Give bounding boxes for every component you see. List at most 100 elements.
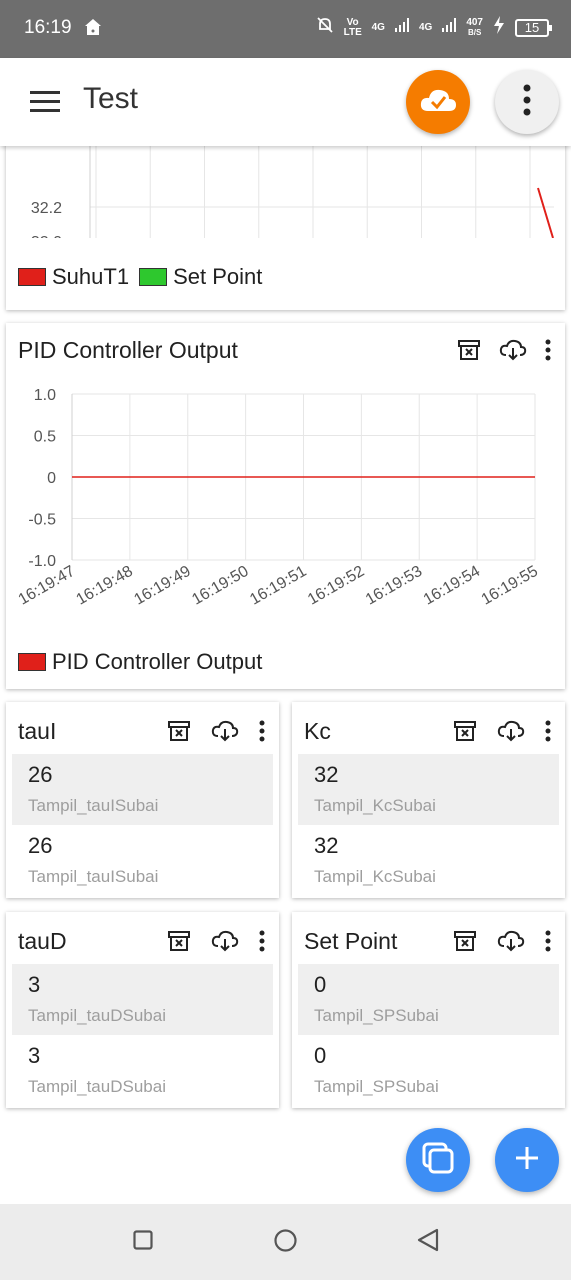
value-row: 32 Tampil_KcSubai <box>298 825 559 896</box>
legend-item-set-point[interactable]: Set Point <box>139 264 262 290</box>
pid-chart-legend: PID Controller Output <box>18 649 272 675</box>
more-vert-icon <box>523 84 531 121</box>
more-button[interactable] <box>495 70 559 134</box>
value-text: 32 <box>314 762 339 787</box>
cloud-download-icon[interactable] <box>211 720 239 742</box>
clear-archive-icon[interactable] <box>457 339 481 361</box>
x-tick-label: 16:19:48 <box>73 563 136 609</box>
recents-square-icon[interactable] <box>133 1230 153 1255</box>
source-text: Tampil_tauISubai <box>28 796 159 815</box>
source-text: Tampil_SPSubai <box>314 1006 439 1025</box>
clear-archive-icon[interactable] <box>167 930 191 952</box>
battery-icon: 15 <box>515 18 552 37</box>
clear-archive-icon[interactable] <box>453 720 477 742</box>
cloud-download-icon[interactable] <box>499 339 527 361</box>
source-text: Tampil_tauDSubai <box>28 1077 166 1096</box>
copy-icon <box>420 1140 456 1181</box>
tile-taui: tauI 26 Tampil_tauISubai 26 Tampil_tauIS… <box>6 702 279 898</box>
net-speed: 407 B/S <box>466 16 483 38</box>
suhu-chart-legend: SuhuT1 Set Point <box>18 264 272 290</box>
cloud-download-icon[interactable] <box>497 930 525 952</box>
legend-label-suhut1: SuhuT1 <box>52 264 130 289</box>
x-tick-label: 16:19:51 <box>247 563 310 609</box>
source-text: Tampil_tauDSubai <box>28 1006 166 1025</box>
net-speed-value: 407 <box>466 16 483 28</box>
legend-swatch-pid <box>18 653 46 671</box>
card-more-icon[interactable] <box>259 930 265 952</box>
pid-chart-card: PID Controller Output 1.0 0.5 0 -0.5 -1.0 16:… <box>6 323 565 689</box>
legend-item-suhut1[interactable]: SuhuT1 <box>18 264 129 290</box>
cloud-check-icon <box>418 85 458 120</box>
cloud-sync-button[interactable] <box>406 70 470 134</box>
card-more-icon[interactable] <box>545 930 551 952</box>
page-title: Test <box>83 82 139 115</box>
y-tick-label: -0.5 <box>28 512 56 529</box>
signal-icon <box>394 18 409 37</box>
net-speed-unit: B/S <box>467 27 482 37</box>
x-tick-label: 16:19:53 <box>363 563 426 609</box>
legend-label-set-point: Set Point <box>173 264 263 289</box>
value-text: 26 <box>28 762 53 787</box>
pid-chart: 1.00.50-0.5-1.016:19:4716:19:4816:19:491… <box>16 387 542 609</box>
dashboard-content[interactable]: 32.232.016:19:4616:19:4716:19:4816:19:49… <box>0 58 571 1204</box>
card-more-icon[interactable] <box>259 720 265 742</box>
tile-actions <box>453 720 551 742</box>
tile-set-point: Set Point 0 Tampil_SPSubai 0 Tampil_SPSu… <box>292 912 565 1108</box>
series-line-suhut1 <box>537 187 554 238</box>
source-text: Tampil_tauISubai <box>28 867 159 886</box>
y-tick-label: 0 <box>47 470 56 487</box>
x-tick-label: 16:19:54 <box>421 563 484 609</box>
y-tick-label: 32.2 <box>31 200 62 217</box>
network-4g-2: 4G <box>418 21 433 33</box>
value-text: 3 <box>28 1043 41 1068</box>
x-tick-label: 16:19:52 <box>305 563 368 609</box>
card-more-icon[interactable] <box>545 339 551 361</box>
legend-swatch-set-point <box>139 268 168 286</box>
app-bar: Test <box>0 58 571 146</box>
y-tick-label: 1.0 <box>34 387 56 404</box>
value-text: 26 <box>28 833 53 858</box>
legend-label-pid: PID Controller Output <box>52 649 263 674</box>
value-text: 3 <box>28 972 41 997</box>
value-text: 32 <box>314 833 339 858</box>
pid-card-title: PID Controller Output <box>18 337 238 363</box>
tile-actions <box>167 720 265 742</box>
clear-archive-icon[interactable] <box>453 930 477 952</box>
tile-kc: Kc 32 Tampil_KcSubai 32 Tampil_KcSubai <box>292 702 565 898</box>
tile-taud: tauD 3 Tampil_tauDSubai 3 Tampil_tauDSub… <box>6 912 279 1108</box>
tile-title: tauD <box>18 928 67 954</box>
volte-text: Vo LTE <box>343 16 362 38</box>
legend-swatch-suhut1 <box>18 268 46 286</box>
source-text: Tampil_KcSubai <box>314 867 436 886</box>
y-tick-label: 32.0 <box>31 234 62 238</box>
pid-card-actions <box>457 339 551 361</box>
tile-title: Set Point <box>304 928 398 954</box>
tile-actions <box>167 930 265 952</box>
value-text: 0 <box>314 1043 327 1068</box>
clear-archive-icon[interactable] <box>167 720 191 742</box>
card-more-icon[interactable] <box>545 720 551 742</box>
value-text: 0 <box>314 972 327 997</box>
home-circle-icon[interactable] <box>274 1229 297 1257</box>
tile-title: Kc <box>304 718 331 744</box>
y-tick-label: 0.5 <box>34 429 56 446</box>
x-tick-label: 16:19:50 <box>189 563 252 609</box>
signal-icon-2 <box>442 18 457 37</box>
back-triangle-icon[interactable] <box>416 1228 440 1257</box>
menu-icon[interactable] <box>30 91 60 118</box>
mute-icon <box>316 16 334 39</box>
network-4g-1: 4G <box>371 21 385 33</box>
legend-item-pid[interactable]: PID Controller Output <box>18 649 262 675</box>
value-row: 0 Tampil_SPSubai <box>298 964 559 1035</box>
value-row: 32 Tampil_KcSubai <box>298 754 559 825</box>
add-button[interactable] <box>495 1128 559 1192</box>
home-wifi-icon <box>84 18 102 41</box>
tile-actions <box>453 930 551 952</box>
cloud-download-icon[interactable] <box>497 720 525 742</box>
x-tick-label: 16:19:55 <box>479 563 542 609</box>
charging-icon <box>493 16 505 39</box>
cloud-download-icon[interactable] <box>211 930 239 952</box>
copy-button[interactable] <box>406 1128 470 1192</box>
value-row: 3 Tampil_tauDSubai <box>12 1035 273 1106</box>
status-bar: 16:19 Vo LTE 4G 4G 407 B/S 15 <box>0 0 571 58</box>
